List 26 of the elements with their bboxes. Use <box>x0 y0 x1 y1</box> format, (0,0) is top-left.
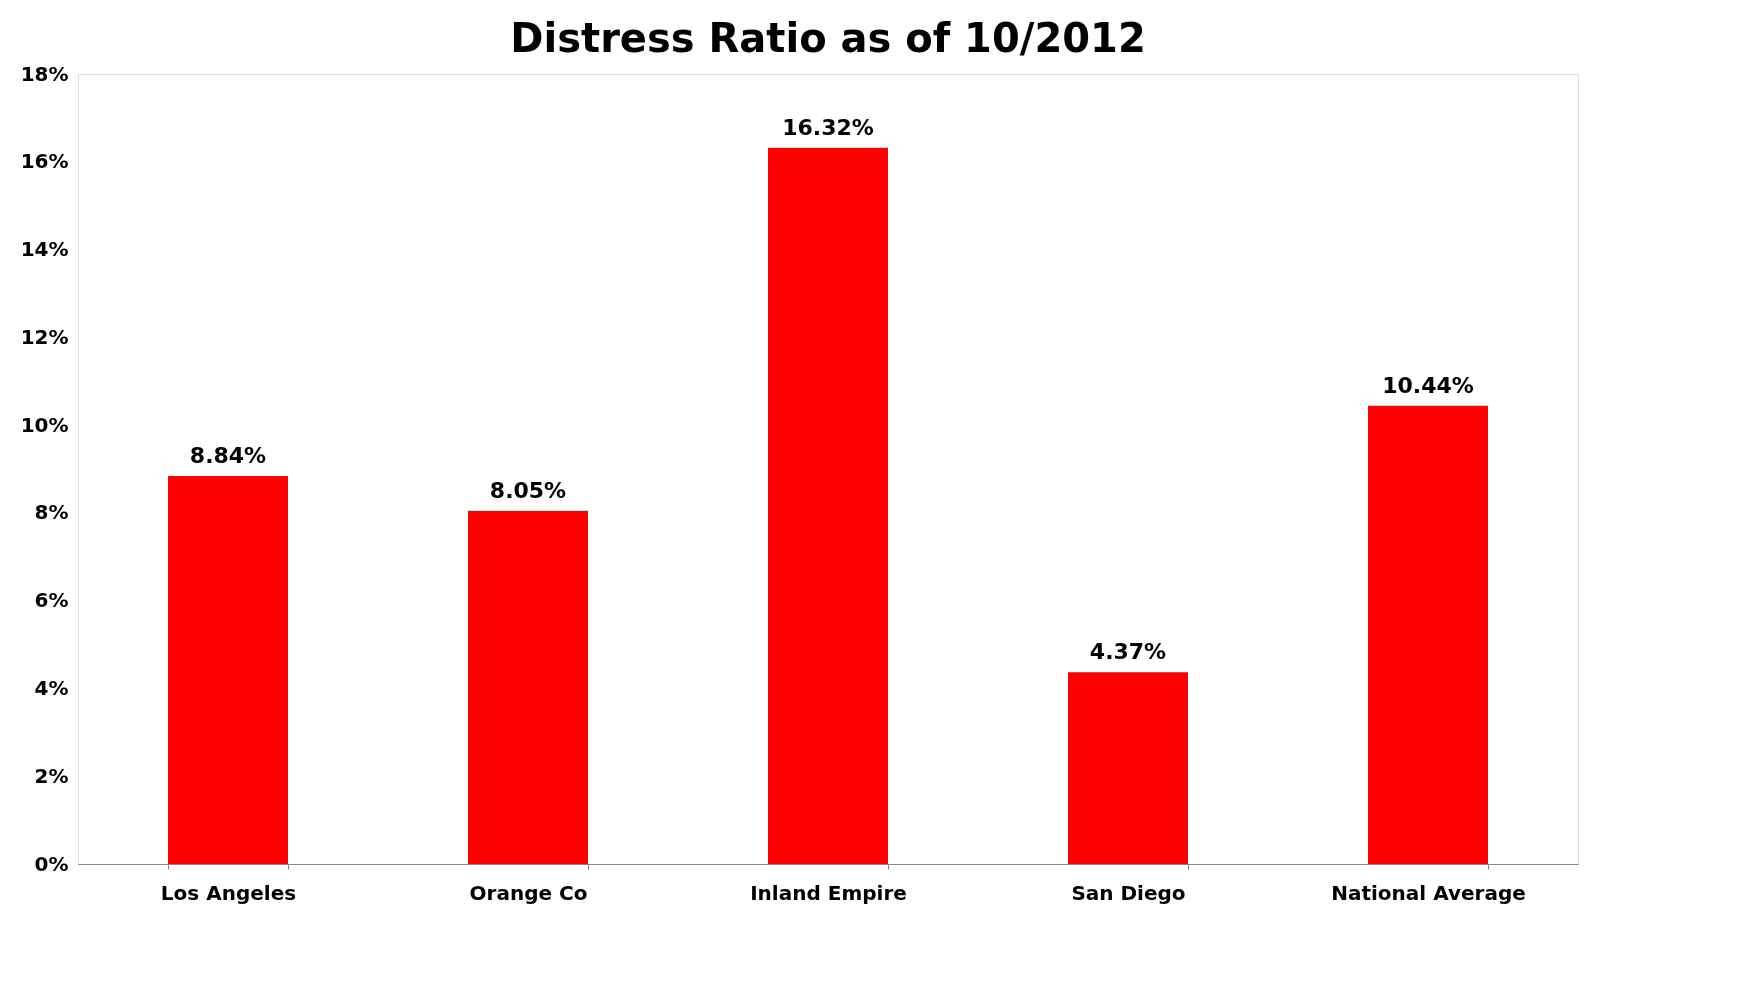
y-tick-label: 18% <box>20 61 69 86</box>
y-tick-label: 16% <box>20 149 69 174</box>
bar <box>1368 405 1488 864</box>
x-tick-label: San Diego <box>1071 880 1186 905</box>
chart-title: Distress Ratio as of 10/2012 <box>510 15 1146 61</box>
y-tick-label: 8% <box>34 500 69 525</box>
x-tick-label: Inland Empire <box>750 880 907 905</box>
data-label: 4.37% <box>1089 639 1167 665</box>
data-label: 16.32% <box>782 114 874 140</box>
data-label: 10.44% <box>1382 372 1474 398</box>
y-tick-label: 0% <box>34 851 69 876</box>
x-tick-label: National Average <box>1331 880 1526 905</box>
bar <box>768 147 888 864</box>
y-tick-label: 10% <box>20 412 69 437</box>
y-tick-label: 6% <box>34 588 69 613</box>
bar <box>1068 672 1188 864</box>
x-tick-label: Orange Co <box>469 880 588 905</box>
y-tick-label: 14% <box>20 237 69 262</box>
y-tick-label: 2% <box>34 763 69 788</box>
data-label: 8.05% <box>489 477 567 503</box>
y-tick-label: 4% <box>34 675 69 700</box>
x-tick-label: Los Angeles <box>160 880 297 905</box>
bar <box>468 510 588 864</box>
y-tick-label: 12% <box>20 324 69 349</box>
bar <box>168 476 288 864</box>
data-label: 8.84% <box>189 443 267 469</box>
